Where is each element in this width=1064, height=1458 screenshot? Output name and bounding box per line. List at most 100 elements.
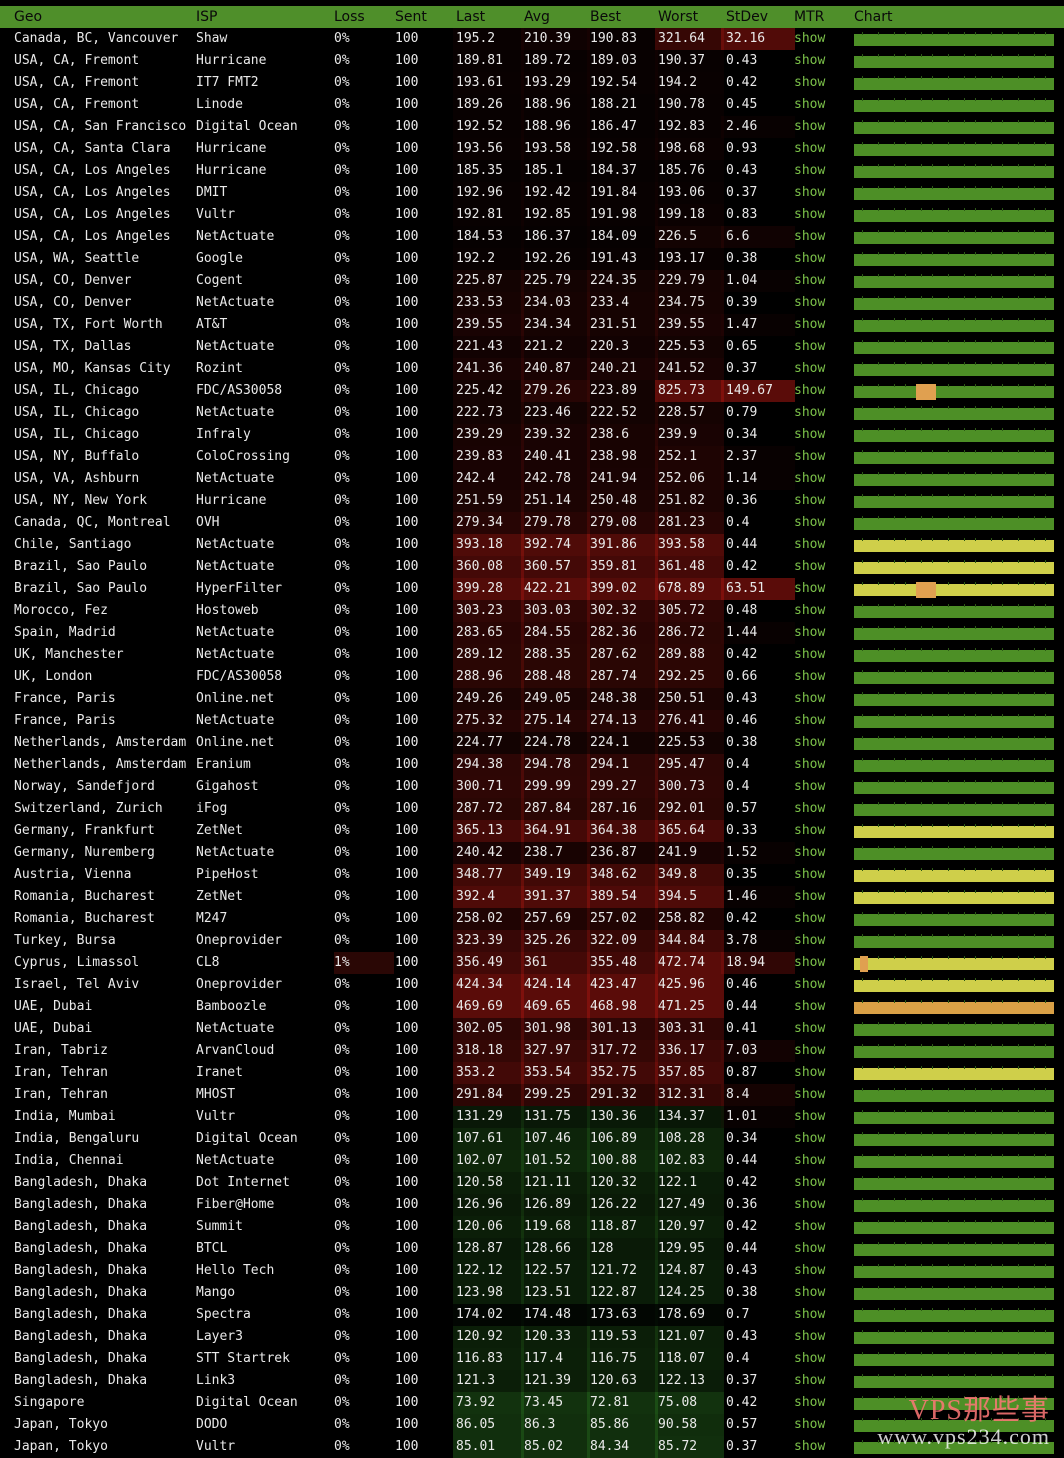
latency-chart [854, 226, 1054, 248]
mtr-show-link[interactable]: show [794, 933, 826, 948]
loss-cell: 0% [334, 97, 350, 112]
mtr-show-link[interactable]: show [794, 757, 826, 772]
mtr-show-link[interactable]: show [794, 493, 826, 508]
mtr-show-link[interactable]: show [794, 867, 826, 882]
mtr-show-link[interactable]: show [794, 1395, 826, 1410]
mtr-show-link[interactable]: show [794, 449, 826, 464]
mtr-show-link[interactable]: show [794, 1373, 826, 1388]
header-best[interactable]: Best [590, 9, 622, 25]
mtr-show-link[interactable]: show [794, 911, 826, 926]
geo-cell: Brazil, Sao Paulo [14, 581, 148, 596]
stdev-cell: 0.87 [726, 1065, 758, 1080]
mtr-show-link[interactable]: show [794, 1109, 826, 1124]
mtr-show-link[interactable]: show [794, 603, 826, 618]
mtr-show-link[interactable]: show [794, 273, 826, 288]
mtr-show-link[interactable]: show [794, 1175, 826, 1190]
geo-cell: Japan, Tokyo [14, 1439, 108, 1454]
mtr-show-link[interactable]: show [794, 537, 826, 552]
mtr-show-link[interactable]: show [794, 735, 826, 750]
mtr-show-link[interactable]: show [794, 779, 826, 794]
mtr-show-link[interactable]: show [794, 1153, 826, 1168]
mtr-show-link[interactable]: show [794, 53, 826, 68]
mtr-show-link[interactable]: show [794, 361, 826, 376]
mtr-show-link[interactable]: show [794, 801, 826, 816]
mtr-show-link[interactable]: show [794, 1043, 826, 1058]
chart-tick [1002, 1396, 1003, 1399]
mtr-show-link[interactable]: show [794, 669, 826, 684]
mtr-show-link[interactable]: show [794, 251, 826, 266]
chart-tick [905, 1352, 906, 1355]
mtr-show-link[interactable]: show [794, 383, 826, 398]
chart-tick [975, 1308, 976, 1311]
sent-cell: 100 [395, 1241, 419, 1256]
mtr-show-link[interactable]: show [794, 1087, 826, 1102]
mtr-show-link[interactable]: show [794, 185, 826, 200]
mtr-show-link[interactable]: show [794, 647, 826, 662]
mtr-show-link[interactable]: show [794, 97, 826, 112]
mtr-show-link[interactable]: show [794, 581, 826, 596]
mtr-show-link[interactable]: show [794, 1329, 826, 1344]
mtr-show-link[interactable]: show [794, 559, 826, 574]
mtr-show-link[interactable]: show [794, 295, 826, 310]
mtr-show-link[interactable]: show [794, 339, 826, 354]
mtr-show-link[interactable]: show [794, 427, 826, 442]
header-loss[interactable]: Loss [334, 9, 365, 25]
chart-tick [921, 1066, 922, 1069]
mtr-show-link[interactable]: show [794, 141, 826, 156]
mtr-show-link[interactable]: show [794, 1417, 826, 1432]
mtr-show-link[interactable]: show [794, 31, 826, 46]
mtr-show-link[interactable]: show [794, 823, 826, 838]
mtr-show-link[interactable]: show [794, 163, 826, 178]
latency-chart [854, 446, 1054, 468]
mtr-show-link[interactable]: show [794, 713, 826, 728]
mtr-show-link[interactable]: show [794, 317, 826, 332]
mtr-show-link[interactable]: show [794, 207, 826, 222]
mtr-show-link[interactable]: show [794, 1021, 826, 1036]
chart-tick [1018, 846, 1019, 849]
header-last[interactable]: Last [456, 9, 486, 25]
sent-cell: 100 [395, 801, 419, 816]
mtr-show-link[interactable]: show [794, 1439, 826, 1454]
mtr-show-link[interactable]: show [794, 1065, 826, 1080]
mtr-show-link[interactable]: show [794, 1351, 826, 1366]
header-geo[interactable]: Geo [14, 9, 43, 25]
best-cell: 322.09 [587, 930, 658, 952]
header-sent[interactable]: Sent [395, 9, 427, 25]
mtr-show-link[interactable]: show [794, 889, 826, 904]
mtr-show-link[interactable]: show [794, 955, 826, 970]
header-stdev[interactable]: StDev [726, 9, 769, 25]
table-header: Geo ISP Loss Sent Last Avg Best Worst St… [0, 6, 1064, 28]
mtr-show-link[interactable]: show [794, 1285, 826, 1300]
mtr-show-link[interactable]: show [794, 119, 826, 134]
mtr-show-link[interactable]: show [794, 75, 826, 90]
chart-tick [975, 472, 976, 475]
mtr-show-link[interactable]: show [794, 625, 826, 640]
chart-tick [948, 1132, 949, 1135]
mtr-show-link[interactable]: show [794, 515, 826, 530]
mtr-show-link[interactable]: show [794, 405, 826, 420]
mtr-show-link[interactable]: show [794, 1131, 826, 1146]
mtr-show-link[interactable]: show [794, 471, 826, 486]
mtr-show-link[interactable]: show [794, 1263, 826, 1278]
table-row: USA, CO, Denver Cogent 0% 100 225.87 225.79 22… [0, 270, 1064, 292]
mtr-show-link[interactable]: show [794, 1197, 826, 1212]
mtr-show-link[interactable]: show [794, 229, 826, 244]
mtr-show-link[interactable]: show [794, 845, 826, 860]
geo-cell: Spain, Madrid [14, 625, 116, 640]
mtr-show-link[interactable]: show [794, 977, 826, 992]
chart-tick [905, 252, 906, 255]
header-worst[interactable]: Worst [658, 9, 699, 25]
mtr-show-link[interactable]: show [794, 1219, 826, 1234]
chart-tick [894, 1308, 895, 1311]
chart-tick [878, 1264, 879, 1267]
worst-cell: 276.41 [655, 710, 724, 732]
latency-chart [854, 1392, 1054, 1414]
chart-tick [991, 846, 992, 849]
mtr-show-link[interactable]: show [794, 1241, 826, 1256]
header-avg[interactable]: Avg [524, 9, 550, 25]
header-isp[interactable]: ISP [196, 9, 218, 25]
mtr-show-link[interactable]: show [794, 691, 826, 706]
latency-bar [854, 120, 1054, 134]
mtr-show-link[interactable]: show [794, 999, 826, 1014]
mtr-show-link[interactable]: show [794, 1307, 826, 1322]
